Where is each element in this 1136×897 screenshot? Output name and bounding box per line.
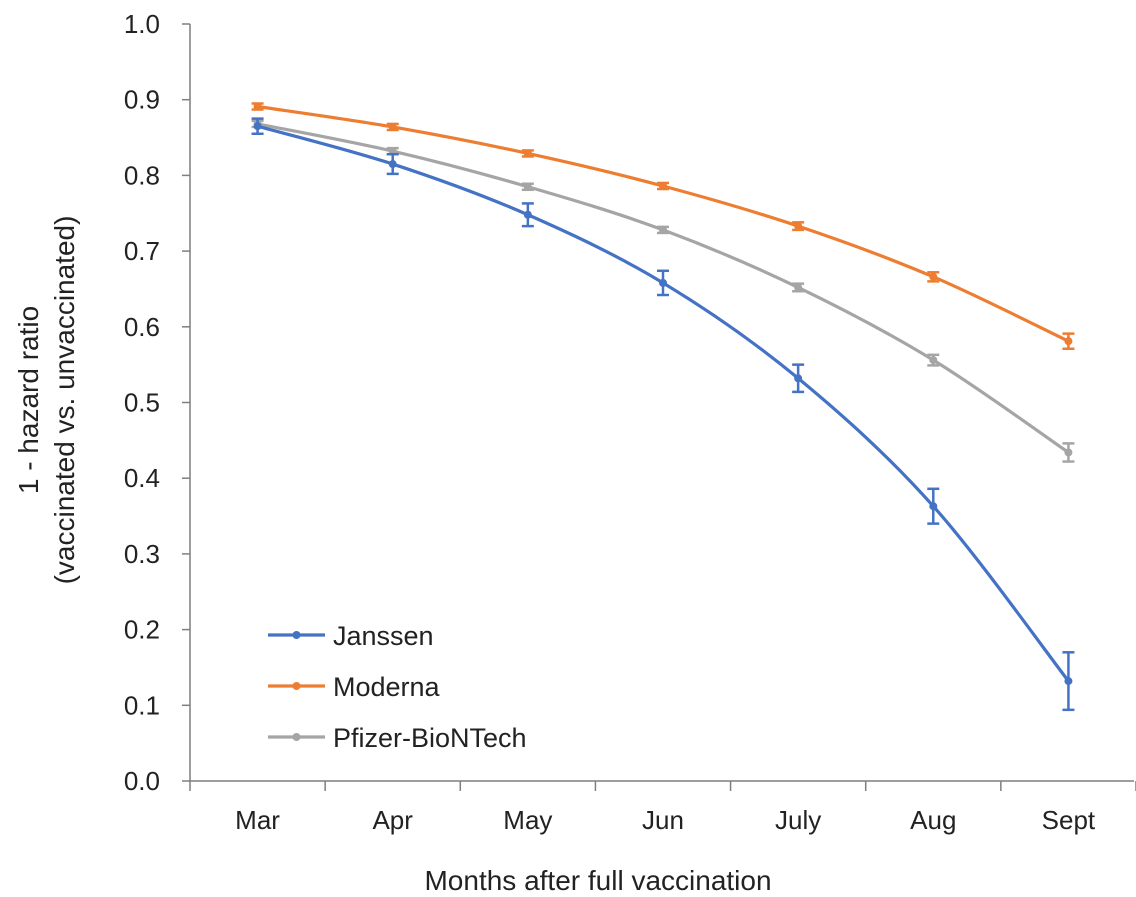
series-line xyxy=(257,104,1070,343)
data-point xyxy=(253,102,262,111)
data-point xyxy=(388,122,397,131)
legend-label: Janssen xyxy=(333,621,434,651)
data-point xyxy=(659,278,667,287)
y-tick-label: 0.2 xyxy=(124,615,160,645)
series-line xyxy=(257,124,1070,683)
y-ticks: 0.0 0.1 0.2 0.3 0.4 0.5 0.6 0.7 0.8 0.9 1.0 xyxy=(124,9,190,796)
y-tick-label: 0.4 xyxy=(124,463,160,493)
x-ticks: Mar Apr May Jun July Aug Sept xyxy=(189,781,1136,835)
data-point xyxy=(659,181,667,190)
data-point xyxy=(388,160,397,169)
data-point xyxy=(523,210,532,219)
legend-label: Pfizer-BioNTech xyxy=(333,723,527,753)
y-tick-label: 1.0 xyxy=(124,9,160,39)
data-point xyxy=(929,502,938,511)
x-tick-label: Sept xyxy=(1042,805,1096,835)
x-tick-label: Apr xyxy=(372,805,413,835)
y-tick-label: 0.6 xyxy=(124,312,160,342)
y-axis-title: 1 - hazard ratio (vaccinated vs. unvacci… xyxy=(13,216,80,585)
x-tick-label: July xyxy=(775,805,821,835)
x-axis-title: Months after full vaccination xyxy=(424,865,771,896)
data-point xyxy=(523,149,532,158)
legend-item-moderna: Moderna xyxy=(268,672,441,702)
data-point xyxy=(1064,337,1073,346)
y-tick-label: 0.7 xyxy=(124,236,160,266)
legend-marker xyxy=(292,733,301,741)
legend: Janssen Moderna Pfizer-BioNTech xyxy=(268,621,527,753)
data-point xyxy=(929,272,938,281)
series-moderna xyxy=(251,102,1075,351)
y-tick-label: 0.0 xyxy=(124,766,160,796)
series-pfizer-biontech xyxy=(251,119,1075,463)
x-tick-label: Jun xyxy=(642,805,684,835)
data-point xyxy=(929,356,938,365)
legend-marker xyxy=(292,631,301,639)
data-point xyxy=(253,122,262,131)
y-tick-label: 0.5 xyxy=(124,388,160,418)
data-point xyxy=(523,182,532,191)
legend-label: Moderna xyxy=(333,672,441,702)
series-janssen xyxy=(251,117,1075,712)
data-point xyxy=(1064,677,1073,686)
x-tick-label: May xyxy=(503,805,552,835)
y-axis-title-line-1: 1 - hazard ratio xyxy=(13,306,44,494)
y-tick-label: 0.8 xyxy=(124,160,160,190)
legend-marker xyxy=(292,682,301,690)
x-tick-label: Aug xyxy=(910,805,956,835)
data-point xyxy=(794,222,803,231)
x-tick-label: Mar xyxy=(235,805,280,835)
data-point xyxy=(1064,448,1073,457)
data-point xyxy=(794,283,803,292)
legend-item-pfizer-biontech: Pfizer-BioNTech xyxy=(268,723,527,753)
legend-item-janssen: Janssen xyxy=(268,621,434,651)
y-tick-label: 0.3 xyxy=(124,539,160,569)
y-tick-label: 0.1 xyxy=(124,690,160,720)
data-point xyxy=(794,374,803,383)
data-point xyxy=(659,225,667,234)
y-tick-label: 0.9 xyxy=(124,85,160,115)
series-layer xyxy=(251,102,1075,712)
y-axis-title-line-2: (vaccinated vs. unvaccinated) xyxy=(49,216,80,585)
